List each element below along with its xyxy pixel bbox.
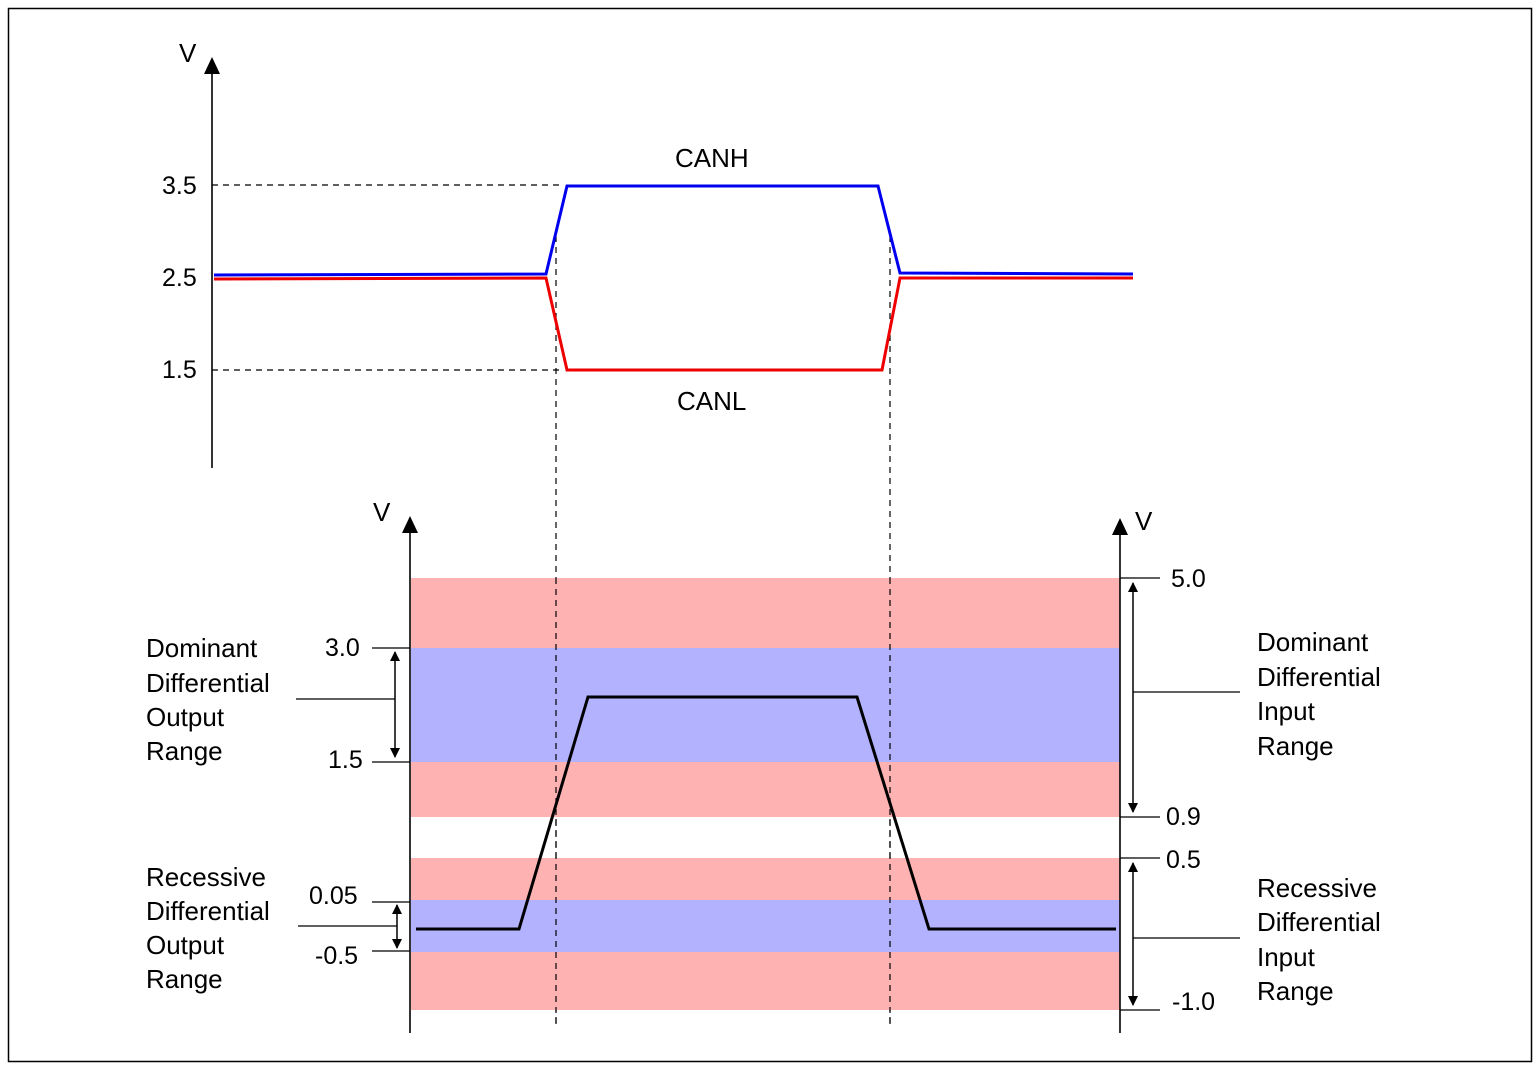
- left-tick-3.0: 3.0: [325, 634, 360, 662]
- top-tick-1.5: 1.5: [162, 356, 197, 384]
- top-tick-2.5: 2.5: [162, 264, 197, 292]
- canh-label: CANH: [675, 143, 749, 173]
- right-tick-5.0: 5.0: [1171, 565, 1206, 593]
- dominant-input-label-line-1: Dominant: [1257, 627, 1369, 657]
- recessive-output-label-line-4: Range: [146, 964, 223, 994]
- output-band-dominant: [411, 648, 1120, 762]
- bottom-left-axis-arrow-icon: [402, 516, 418, 533]
- recessive-output-label-line-3: Output: [146, 930, 225, 960]
- top-chart: V 3.5 2.5 1.5 CANH CANL: [162, 38, 1134, 1025]
- dominant-input-label-line-3: Input: [1257, 696, 1316, 726]
- recessive-output-label-line-2: Differential: [146, 896, 270, 926]
- left-tick-0.05: 0.05: [309, 882, 358, 910]
- recessive-input-label-line-3: Input: [1257, 942, 1316, 972]
- dominant-output-label-line-1: Dominant: [146, 633, 258, 663]
- differential-signal: [416, 695, 1116, 931]
- canh-signal: [213, 184, 1134, 277]
- figure-frame: [7, 7, 1533, 1063]
- recessive-output-label: Recessive Differential Output Range: [146, 862, 277, 994]
- dominant-output-label-line-2: Differential: [146, 668, 270, 698]
- top-tick-3.5: 3.5: [162, 172, 197, 200]
- bottom-right-axis-arrow-icon: [1112, 518, 1128, 535]
- canl-label: CANL: [677, 386, 746, 416]
- dominant-output-label-line-3: Output: [146, 702, 225, 732]
- recessive-input-label-line-2: Differential: [1257, 907, 1381, 937]
- left-tick--0.5: -0.5: [315, 942, 358, 970]
- recessive-output-label-line-1: Recessive: [146, 862, 266, 892]
- canl-signal: [213, 276, 1133, 372]
- dominant-output-label: Dominant Differential Output Range: [146, 633, 277, 766]
- bottom-chart: V V 3.0 1.5 0.05 -0.5 Dominant Different…: [146, 497, 1388, 1033]
- left-tick-1.5: 1.5: [328, 746, 363, 774]
- dominant-input-label-line-4: Range: [1257, 731, 1334, 761]
- dominant-input-label: Dominant Differential Input Range: [1257, 627, 1388, 761]
- recessive-input-label: Recessive Differential Input Range: [1257, 873, 1388, 1006]
- top-y-axis-arrow-icon: [204, 57, 220, 74]
- recessive-input-label-line-1: Recessive: [1257, 873, 1377, 903]
- top-axis-label: V: [179, 38, 197, 68]
- bottom-right-axis-label: V: [1135, 506, 1153, 536]
- dominant-output-label-line-4: Range: [146, 736, 223, 766]
- right-tick-0.9: 0.9: [1166, 803, 1201, 831]
- right-tick-0.5: 0.5: [1166, 846, 1201, 874]
- right-tick--1.0: -1.0: [1172, 988, 1215, 1016]
- bottom-left-axis-label: V: [373, 497, 391, 527]
- recessive-input-label-line-4: Range: [1257, 976, 1334, 1006]
- output-band-recessive: [411, 900, 1120, 952]
- dominant-input-label-line-2: Differential: [1257, 662, 1381, 692]
